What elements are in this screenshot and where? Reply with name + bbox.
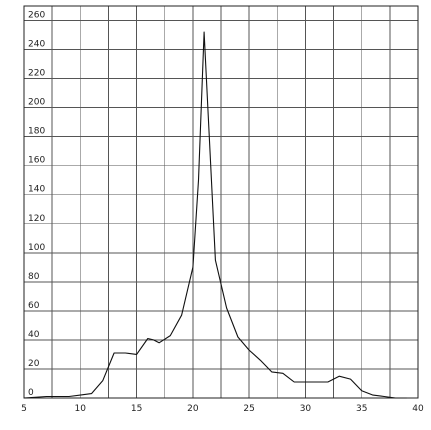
y-tick-label: 120 [28, 214, 45, 224]
y-tick-label: 220 [28, 69, 45, 79]
x-tick-label: 20 [187, 404, 199, 414]
plot-frame [23, 5, 419, 399]
x-tick-label: 35 [356, 404, 367, 414]
y-tick-label: 60 [28, 301, 40, 311]
y-tick-label: 100 [28, 243, 45, 253]
y-tick-label: 0 [28, 388, 34, 398]
y-tick-label: 160 [28, 156, 45, 166]
grid [23, 6, 419, 399]
x-tick-label: 15 [131, 404, 142, 414]
y-tick-label: 80 [28, 272, 40, 282]
x-tick-label: 30 [300, 404, 312, 414]
y-tick-label: 180 [28, 127, 45, 137]
x-tick-label: 25 [243, 404, 254, 414]
y-axis-tick-labels: 0 20 40 60 80 100 120 140 160 180 200 220 240 260 [28, 11, 45, 398]
series-line [23, 31, 407, 399]
x-tick-label: 5 [21, 404, 27, 414]
y-tick-label: 240 [28, 40, 45, 50]
x-axis-tick-labels: 5 10 15 20 25 30 35 40 [21, 404, 424, 414]
y-tick-label: 200 [28, 98, 45, 108]
series-layer [23, 31, 407, 399]
y-tick-label: 40 [28, 330, 40, 340]
x-tick-label: 10 [75, 404, 87, 414]
y-tick-label: 20 [28, 359, 40, 369]
x-tick-label: 40 [412, 404, 424, 414]
y-tick-label: 140 [28, 185, 45, 195]
y-tick-label: 260 [28, 11, 45, 21]
